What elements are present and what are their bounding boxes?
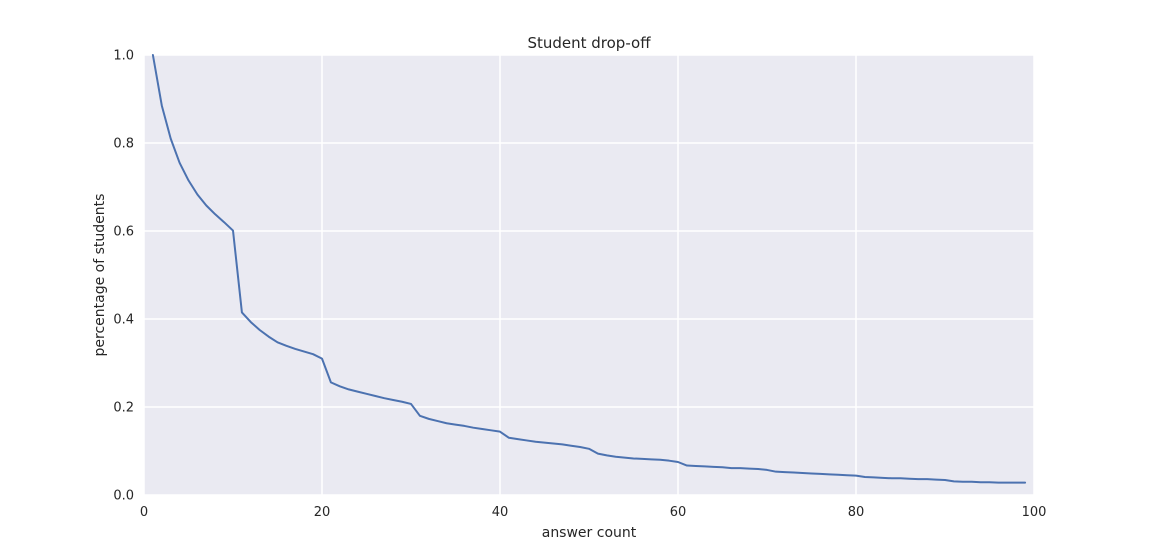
grid-lines <box>143 54 1035 496</box>
y-tick-label: 1.0 <box>113 49 134 64</box>
x-tick-label: 80 <box>848 505 865 520</box>
x-axis-label: answer count <box>542 525 637 541</box>
x-tick-label: 100 <box>1022 505 1047 520</box>
y-axis-label: percentage of students <box>92 194 108 357</box>
chart-title: Student drop-off <box>527 34 651 52</box>
x-tick-label: 20 <box>314 505 331 520</box>
y-tick-label: 0.4 <box>113 313 134 328</box>
x-tick-label: 0 <box>140 505 148 520</box>
y-tick-labels: 0.0 0.2 0.4 0.6 0.8 1.0 <box>113 49 134 504</box>
x-tick-labels: 0 20 40 60 80 100 <box>140 505 1047 520</box>
series-line <box>151 54 1027 484</box>
x-tick-label: 40 <box>492 505 509 520</box>
series-layer <box>151 54 1027 484</box>
y-tick-label: 0.0 <box>113 489 134 504</box>
y-tick-label: 0.8 <box>113 137 134 152</box>
y-tick-label: 0.6 <box>113 225 134 240</box>
y-tick-label: 0.2 <box>113 401 134 416</box>
x-tick-label: 60 <box>670 505 687 520</box>
plot-area <box>144 55 1034 495</box>
